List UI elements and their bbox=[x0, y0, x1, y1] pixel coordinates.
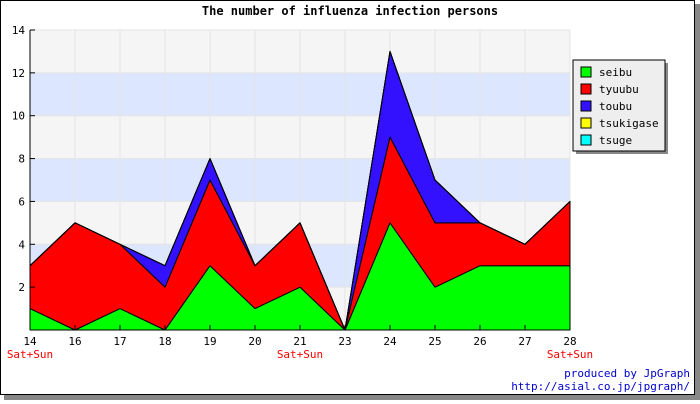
x-tick-label: 21 bbox=[293, 335, 306, 348]
legend-label: tsuge bbox=[599, 134, 632, 147]
x-tick-label: 27 bbox=[518, 335, 531, 348]
chart-title: The number of influenza infection person… bbox=[202, 4, 498, 18]
y-tick-label: 14 bbox=[12, 24, 26, 37]
x-tick-label: 24 bbox=[383, 335, 397, 348]
y-tick-label: 2 bbox=[18, 281, 25, 294]
legend-label: toubu bbox=[599, 100, 632, 113]
x-tick-label: 14 bbox=[23, 335, 37, 348]
legend-swatch bbox=[580, 66, 592, 78]
y-tick-label: 6 bbox=[18, 195, 25, 208]
x-tick-label: 20 bbox=[248, 335, 261, 348]
legend-swatch bbox=[580, 117, 592, 129]
legend-label: tyuubu bbox=[599, 83, 639, 96]
x-tick-label: 28 bbox=[563, 335, 576, 348]
y-tick-label: 12 bbox=[12, 67, 25, 80]
x-tick-label: 17 bbox=[113, 335, 126, 348]
x-tick-label: 19 bbox=[203, 335, 216, 348]
legend-swatch bbox=[580, 100, 592, 112]
x-tick-label: 25 bbox=[428, 335, 441, 348]
x-tick-label: 26 bbox=[473, 335, 486, 348]
x-sublabel: Sat+Sun bbox=[277, 348, 323, 361]
x-sublabel: Sat+Sun bbox=[547, 348, 593, 361]
area bbox=[29, 50, 571, 331]
y-tick-label: 8 bbox=[18, 153, 25, 166]
footer: produced by JpGraph bbox=[564, 367, 690, 380]
x-sublabel: Sat+Sun bbox=[7, 348, 53, 361]
legend-label: tsukigase bbox=[599, 117, 659, 130]
legend-swatch bbox=[580, 83, 592, 95]
x-tick-label: 18 bbox=[158, 335, 171, 348]
x-tick-label: 16 bbox=[68, 335, 81, 348]
x-tick-label: 23 bbox=[338, 335, 351, 348]
y-tick-label: 4 bbox=[18, 238, 25, 251]
y-tick-label: 10 bbox=[12, 110, 25, 123]
legend-label: seibu bbox=[599, 66, 632, 79]
legend-swatch bbox=[580, 134, 592, 146]
footer: http://asial.co.jp/jpgraph/ bbox=[511, 380, 690, 393]
